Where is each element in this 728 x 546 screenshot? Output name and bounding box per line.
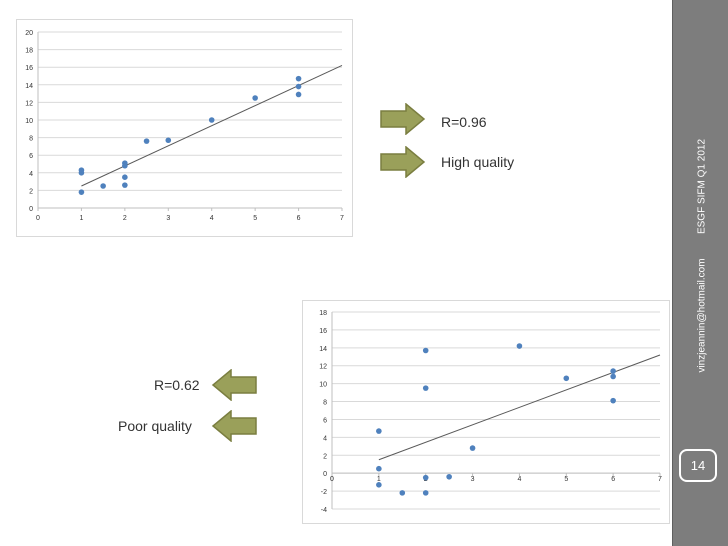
data-point (376, 428, 382, 434)
scatter-chart-poor-quality: -4-202468101214161801234567 (302, 300, 670, 524)
y-tick-label: 6 (323, 417, 327, 424)
data-point (122, 174, 128, 180)
page-number: 14 (679, 449, 717, 482)
x-tick-label: 7 (340, 215, 344, 222)
y-tick-label: 14 (319, 346, 327, 353)
quality-label-low: Poor quality (118, 418, 192, 434)
y-tick-label: 8 (29, 136, 33, 143)
y-tick-label: 12 (319, 364, 327, 371)
footer-event: ESGF SIFM Q1 2012 (696, 138, 708, 235)
trendline (81, 64, 343, 187)
y-tick-label: 10 (25, 118, 33, 125)
y-tick-label: 0 (29, 206, 33, 213)
y-tick-label: 16 (319, 328, 327, 335)
x-tick-label: 1 (377, 476, 381, 483)
arrow-right-icon (380, 146, 426, 178)
y-tick-label: 10 (319, 382, 327, 389)
y-tick-label: 18 (319, 310, 327, 317)
data-point (422, 490, 429, 496)
data-point (165, 137, 172, 144)
x-tick-label: 0 (330, 476, 334, 483)
y-tick-label: 2 (323, 453, 327, 460)
data-point (469, 445, 476, 451)
x-tick-label: 3 (166, 215, 170, 222)
data-point (295, 83, 302, 90)
y-tick-label: 12 (25, 100, 33, 107)
data-point (100, 183, 106, 189)
data-point (516, 343, 523, 349)
x-tick-label: 0 (36, 215, 40, 222)
data-point (422, 385, 429, 391)
x-tick-label: 4 (517, 476, 521, 483)
data-point (563, 375, 570, 382)
data-point (295, 91, 302, 98)
trendline (378, 354, 661, 461)
x-tick-label: 5 (253, 215, 257, 222)
data-point (208, 117, 215, 123)
data-point (122, 182, 128, 188)
y-tick-label: 20 (25, 30, 33, 37)
y-tick-label: 8 (323, 400, 327, 407)
x-tick-label: 4 (210, 215, 214, 222)
x-tick-label: 3 (471, 476, 475, 483)
data-point (610, 373, 616, 380)
y-tick-label: 6 (29, 153, 33, 160)
data-point (446, 473, 452, 480)
data-point (122, 160, 128, 166)
data-point (610, 397, 616, 404)
data-point (78, 167, 85, 173)
data-point (295, 75, 302, 82)
data-point (399, 490, 406, 496)
data-point (78, 189, 85, 195)
x-tick-label: 1 (79, 215, 83, 222)
y-tick-label: 18 (25, 48, 33, 55)
x-tick-label: 6 (297, 215, 301, 222)
x-tick-label: 6 (611, 476, 615, 483)
y-tick-label: -2 (321, 489, 327, 496)
y-tick-label: 4 (323, 435, 327, 442)
arrow-left-icon (211, 369, 257, 401)
y-tick-label: 14 (25, 83, 33, 90)
data-point (422, 347, 429, 354)
x-tick-label: 5 (564, 476, 568, 483)
y-tick-label: -4 (321, 507, 327, 514)
chart-canvas-2: -4-202468101214161801234567 (319, 310, 662, 514)
y-tick-label: 4 (29, 171, 33, 178)
data-point (252, 95, 258, 101)
y-tick-label: 0 (323, 471, 327, 478)
r-value-high: R=0.96 (441, 114, 487, 130)
data-point (422, 474, 429, 481)
y-tick-label: 16 (25, 65, 33, 72)
data-point (610, 368, 616, 374)
x-tick-label: 7 (658, 476, 662, 483)
quality-label-high: High quality (441, 154, 515, 170)
arrow-left-icon (211, 410, 257, 442)
data-point (143, 138, 150, 144)
x-tick-label: 2 (123, 215, 127, 222)
data-point (376, 465, 382, 472)
arrow-right-icon (380, 103, 426, 135)
r-value-low: R=0.62 (154, 377, 200, 393)
data-point (376, 482, 382, 488)
scatter-chart-high-quality: 0 2 4 6 8 10 12 14 16 18 20 0 1 2 3 4 5 6 7 (16, 19, 353, 237)
y-tick-label: 2 (29, 188, 33, 195)
